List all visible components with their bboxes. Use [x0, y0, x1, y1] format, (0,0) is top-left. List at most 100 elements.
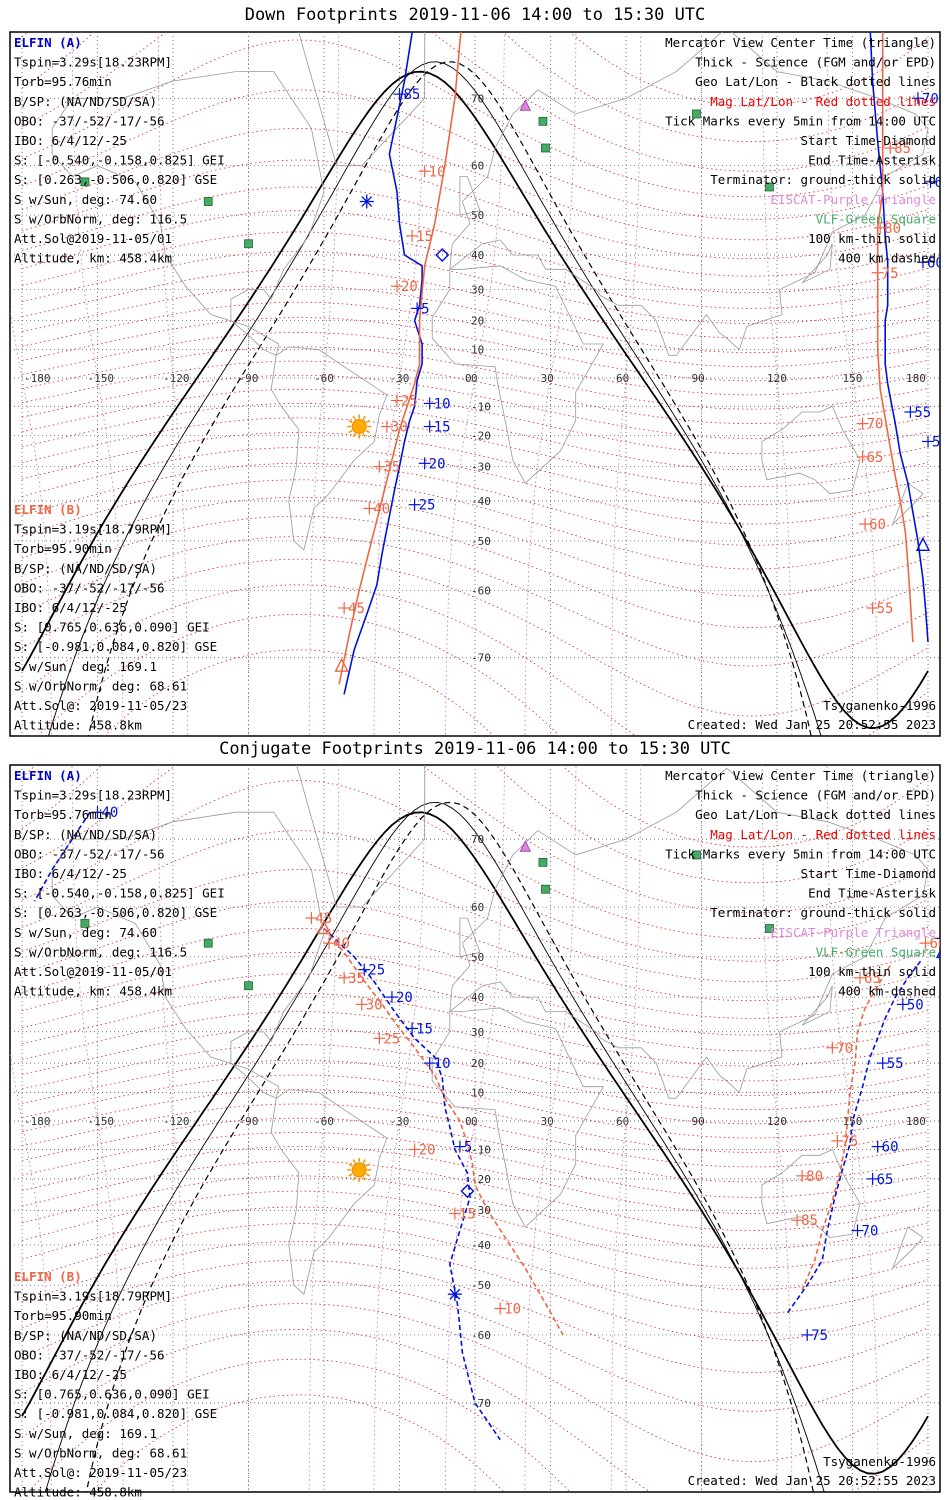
info-line: IBO: 6/4/12/-25 [14, 1367, 127, 1382]
conj-map-panel: 706050403020100-10-20-30-40-50-60-70-180… [9, 749, 941, 1500]
legend-line: 100 km-thin solid [808, 231, 936, 246]
lat-tick-label: 20 [471, 1057, 484, 1070]
mag-lon-line [761, 765, 793, 1492]
info-line: OBO: -37/-52/-17/-56 [14, 846, 165, 861]
mag-lat-line [21, 1044, 929, 1110]
lon-tick-label: 0 [465, 372, 472, 385]
lat-tick-label: 70 [471, 833, 484, 846]
down-map-panel: 706050403020100-10-20-30-40-50-60-70-180… [9, 9, 941, 737]
mag-lat-line [21, 346, 929, 410]
lon-tick-label: -30 [390, 372, 410, 385]
mag-lon-line [610, 765, 642, 1492]
elfin-a-tick-label: 60 [882, 1140, 899, 1156]
lat-tick-label: -70 [471, 1397, 491, 1410]
elfin-a-tick-label: 55 [887, 1056, 904, 1072]
lat-tick-label: 0 [471, 372, 478, 385]
down-panel-title: Down Footprints 2019-11-06 14:00 to 15:3… [244, 5, 706, 25]
elfin-b-tick-label: 25 [383, 1031, 400, 1047]
elfin-a-track-2 [323, 927, 501, 1441]
mag-lon-line [524, 765, 577, 1492]
mag-lat-line [21, 536, 929, 667]
elfin-b-tick-label: 35 [383, 460, 400, 476]
mag-lat-line [21, 928, 929, 1019]
mag-lat-line [93, 1394, 505, 1492]
elfin-b-tick-label: 70 [867, 417, 884, 433]
info-line: OBO: -37/-52/-17/-56 [14, 113, 165, 128]
elfin-a-tick-label: 55 [914, 405, 931, 421]
end-asterisk [359, 194, 374, 209]
vlf-square [765, 182, 774, 192]
lat-tick-label: 0 [471, 1115, 478, 1128]
terminator-ground [21, 811, 929, 1475]
mag-lat-line [21, 417, 929, 488]
continent-outline [298, 32, 426, 167]
mag-lat-line [21, 1028, 929, 1096]
legend-line: Mag Lat/Lon - Red dotted lines [710, 94, 936, 109]
continent-outline [892, 482, 924, 525]
continent-outline [761, 405, 861, 495]
legend-line: Geo Lat/Lon - Black dotted lines [695, 74, 936, 89]
elfin-a-track-3 [786, 960, 922, 1314]
continent-outline [449, 32, 929, 356]
mag-lat-line [21, 374, 929, 439]
view-center-triangle-b [334, 657, 349, 672]
info-line: Att.Sol@2019-11-05/01 [14, 964, 172, 979]
lat-tick-label: 30 [471, 1026, 484, 1039]
lat-tick-label: -70 [471, 652, 491, 665]
mag-lat-line [21, 462, 929, 546]
info-line: S: [0.765,0.636,0.090] GEI [14, 620, 210, 635]
elfin-b-tick-label: 45 [348, 601, 365, 617]
lon-tick-label: -60 [314, 1115, 334, 1128]
lat-tick-label: -30 [471, 1204, 491, 1217]
eiscat-triangle [515, 9, 525, 19]
info-line: Torb=95.90min [14, 1308, 112, 1323]
elfin-a-tick-label: 50 [907, 997, 924, 1013]
lon-tick-label: 0 [465, 1115, 472, 1128]
info-line: ELFIN (A) [14, 768, 82, 783]
mag-lat-line [21, 210, 929, 294]
continent-outline [892, 1226, 924, 1269]
lat-tick-label: 60 [471, 901, 484, 914]
elfin-a-tick-label: 10 [434, 1056, 451, 1072]
lon-tick-label: -120 [163, 1115, 190, 1128]
view-center-triangle-a [915, 536, 931, 552]
mag-lon-line [826, 765, 879, 1492]
legend-line: EISCAT-Purple Triangle [770, 192, 936, 207]
lon-tick-label: 180 [906, 1115, 926, 1128]
eiscat-triangle [515, 749, 525, 759]
vlf-square [538, 116, 548, 126]
info-line: Tspin=3.19s[18.79RPM] [14, 1289, 172, 1304]
continent-outline [270, 346, 388, 551]
mag-lat-line [21, 331, 929, 396]
info-line: B/SP: (NA/ND/SD/SA) [14, 827, 157, 842]
lat-tick-label: -20 [471, 429, 491, 442]
vlf-square [244, 981, 253, 991]
mag-lat-line [21, 1206, 929, 1291]
lat-tick-label: 70 [471, 92, 484, 105]
info-line: S w/Sun, deg: 74.60 [14, 925, 157, 940]
mag-lat-line [21, 1074, 929, 1139]
lat-tick-label: -60 [471, 584, 491, 597]
elfin-b-tick-label: 10 [429, 164, 446, 180]
sun-icon [347, 414, 372, 439]
start-diamond [460, 1184, 475, 1199]
legend-line: Terminator: ground-thick solid [710, 172, 936, 187]
mag-lat-line [21, 765, 929, 884]
legend-line: Terminator: ground-thick solid [710, 905, 936, 920]
mag-lat-line [21, 765, 929, 848]
elfin-a-track [343, 32, 423, 695]
mag-lat-line [21, 1240, 929, 1342]
info-line: S: [-0.540,-0.158,0.825] GEI [14, 153, 225, 168]
vlf-square [541, 143, 550, 153]
elfin-b-tick-label: 65 [864, 971, 881, 987]
continent-outline [51, 811, 325, 1099]
elfin-b-tick-label: 25 [401, 394, 418, 410]
elfin-a-tick-label: 5 [421, 301, 429, 317]
mag-lon-line [157, 765, 189, 1492]
info-line: Tspin=3.19s[18.79RPM] [14, 522, 172, 537]
mag-lon-line [308, 32, 340, 736]
mag-lat-line [21, 432, 929, 506]
lon-tick-label: 60 [616, 372, 629, 385]
legend-line: Tick Marks every 5min from 14:00 UTC [665, 113, 936, 128]
mag-lon-line [445, 765, 505, 1492]
